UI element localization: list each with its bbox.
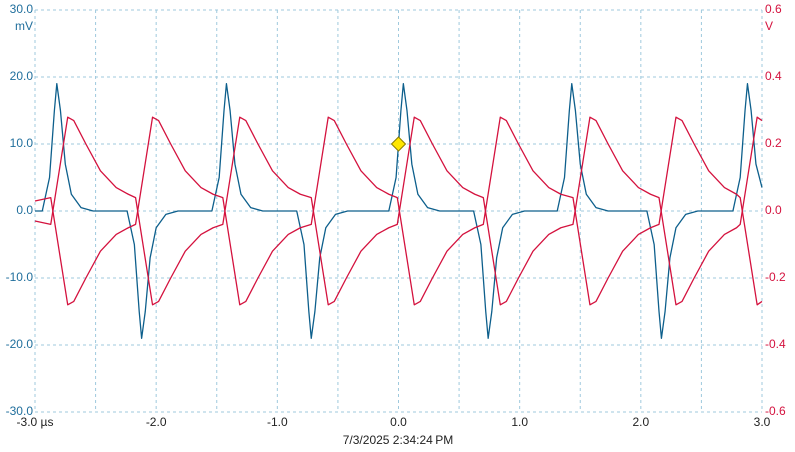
y2-tick-label: -0.6 [765, 404, 786, 418]
x-tick-label: -2.0 [146, 415, 167, 429]
y2-axis-unit: V [765, 19, 773, 33]
y2-tick-label: 0.2 [765, 136, 782, 150]
waveform [35, 83, 763, 339]
x-tick-label: 3.0 [754, 415, 771, 429]
y-tick-label: -20.0 [6, 337, 34, 351]
x-tick-label: -3.0 µs [17, 415, 54, 429]
y-tick-label: -30.0 [6, 404, 34, 418]
y2-tick-label: -0.4 [765, 337, 786, 351]
x-tick-label: 0.0 [390, 415, 407, 429]
y-axis-unit: mV [15, 19, 33, 33]
trigger-marker [390, 136, 407, 152]
y-tick-label: 0.0 [16, 203, 33, 217]
x-tick-label: -1.0 [267, 415, 288, 429]
y-tick-label: 20.0 [10, 69, 34, 83]
y-tick-label: -10.0 [6, 270, 34, 284]
y-tick-label: 10.0 [10, 136, 34, 150]
y2-tick-label: -0.2 [765, 270, 786, 284]
x-tick-label: 1.0 [511, 415, 528, 429]
waveform [34, 116, 763, 306]
waveform [34, 116, 763, 306]
y2-tick-label: 0.4 [765, 69, 782, 83]
y2-tick-label: 0.0 [765, 203, 782, 217]
y2-tick-label: 0.6 [765, 2, 782, 16]
y-tick-label: 30.0 [10, 2, 34, 16]
timestamp: 7/3/2025 2:34:24 PM [343, 433, 453, 447]
x-tick-label: 2.0 [632, 415, 649, 429]
